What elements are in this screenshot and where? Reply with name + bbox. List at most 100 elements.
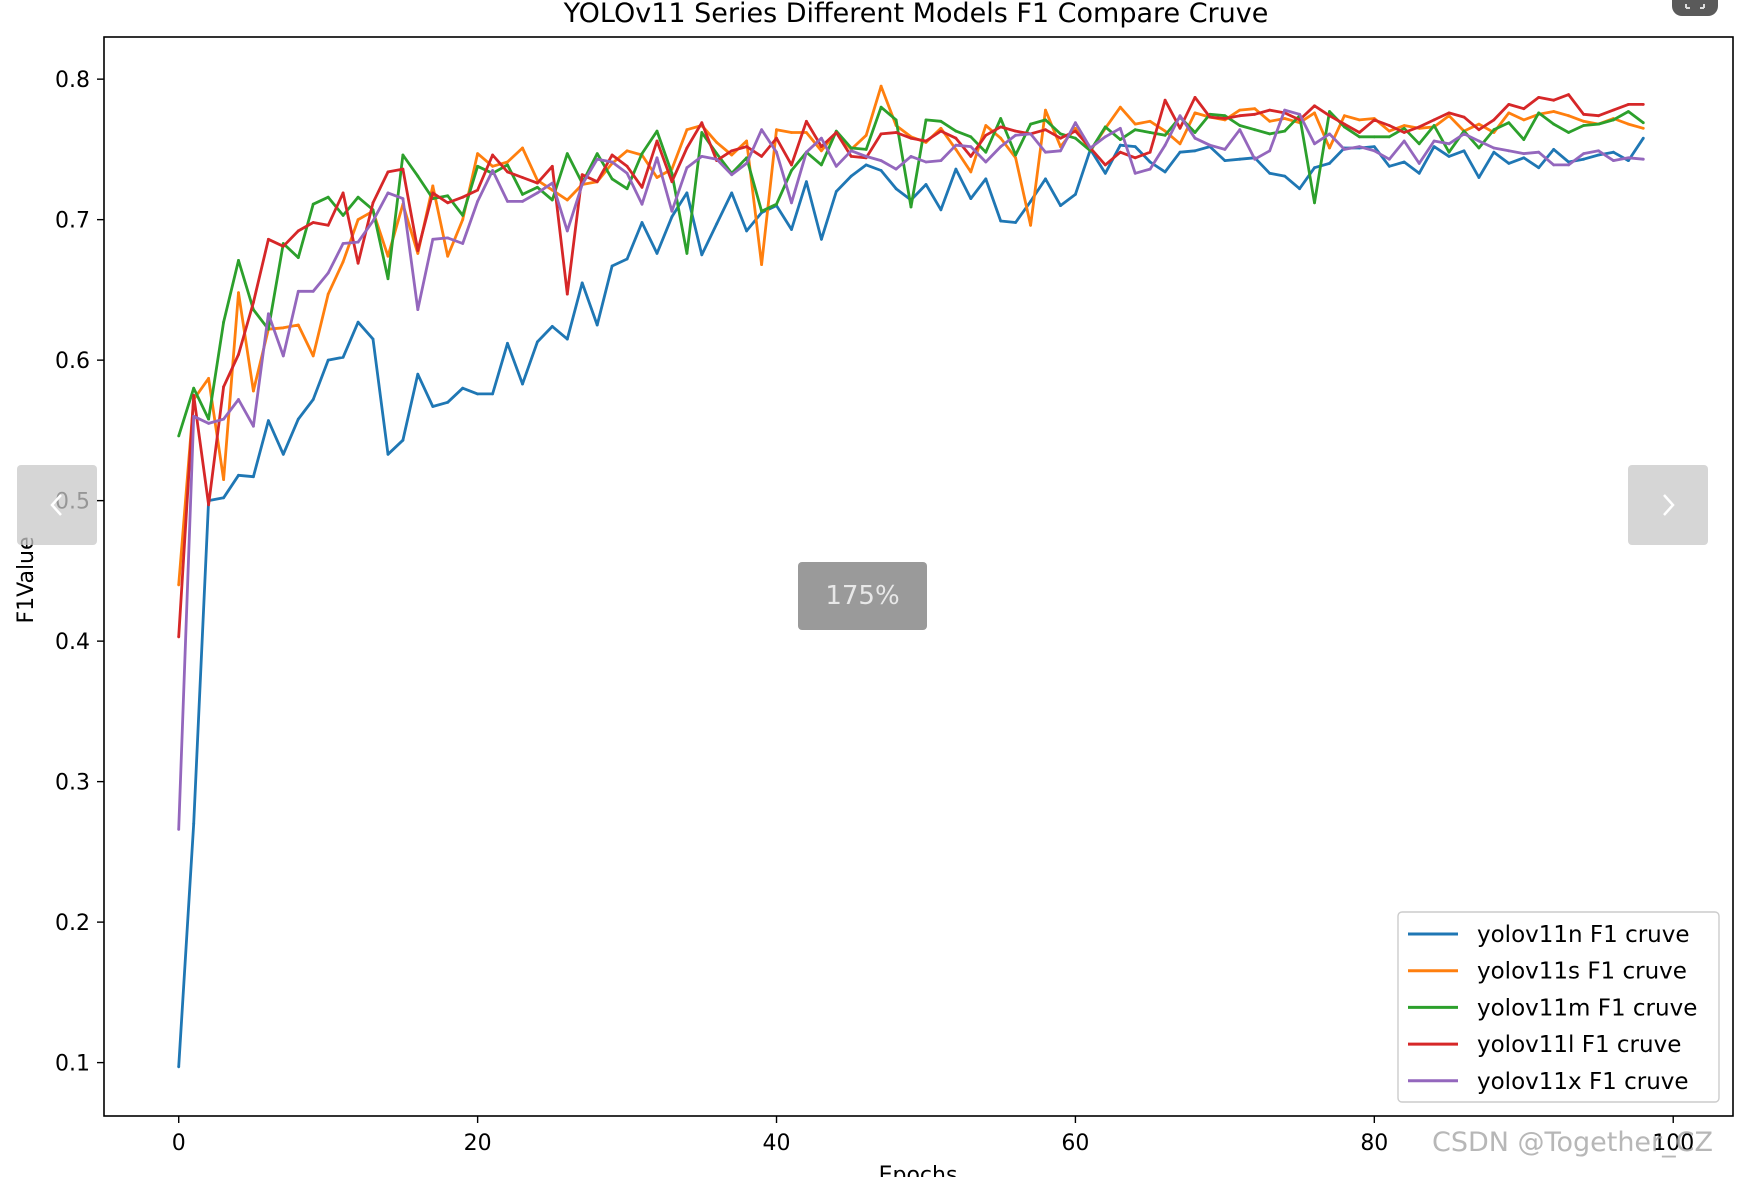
data-point: [775, 136, 778, 140]
data-point: [984, 177, 988, 181]
data-point: [745, 145, 748, 149]
data-point: [506, 160, 509, 164]
data-point: [491, 392, 494, 396]
legend-box: [1397, 911, 1720, 1103]
x-tick-label: 40: [763, 1131, 791, 1156]
data-point: [700, 121, 704, 125]
data-point: [1253, 112, 1257, 116]
data-point: [640, 185, 644, 189]
data-point: [1118, 150, 1122, 154]
data-point: [386, 452, 390, 456]
data-point: [416, 372, 420, 376]
data-point: [1178, 126, 1182, 130]
data-point: [760, 209, 763, 213]
data-point: [1014, 221, 1017, 224]
data-point: [281, 326, 285, 330]
data-point: [670, 171, 674, 175]
data-point: [1103, 171, 1107, 175]
data-point: [760, 128, 763, 132]
data-point: [625, 164, 629, 168]
data-point: [550, 198, 554, 202]
data-point: [1582, 112, 1585, 116]
data-point: [222, 385, 226, 389]
data-point: [1193, 131, 1197, 134]
data-point: [1328, 146, 1331, 150]
data-point: [1447, 142, 1451, 146]
data-point: [431, 237, 435, 241]
data-point: [565, 292, 569, 296]
data-point: [1492, 146, 1496, 150]
data-point: [326, 292, 330, 296]
data-point: [1238, 108, 1242, 112]
data-point: [939, 119, 943, 123]
data-point: [326, 358, 330, 362]
chart-title: YOLOv11 Series Different Models F1 Compa…: [563, 0, 1269, 29]
data-point: [311, 289, 315, 293]
data-point: [491, 153, 494, 157]
data-point: [849, 155, 853, 158]
data-point: [984, 133, 988, 137]
data-point: [565, 337, 569, 341]
y-tick-label: 0.1: [55, 1052, 90, 1077]
data-point: [1387, 129, 1391, 133]
y-tick-label: 0.3: [55, 771, 90, 796]
data-point: [1432, 145, 1436, 149]
data-point: [1477, 139, 1481, 143]
data-point: [1253, 157, 1257, 161]
data-point: [1313, 201, 1316, 205]
data-point: [924, 183, 928, 186]
x-tick-label: 60: [1061, 1131, 1089, 1156]
data-point: [924, 139, 928, 143]
data-point: [1044, 177, 1047, 181]
data-point: [834, 131, 838, 134]
data-point: [446, 236, 450, 240]
fullscreen-button[interactable]: [1672, 0, 1718, 16]
data-point: [1522, 118, 1526, 122]
data-point: [820, 163, 823, 167]
data-point: [326, 223, 330, 227]
data-point: [1029, 122, 1032, 126]
data-point: [595, 323, 599, 327]
data-point: [730, 173, 734, 177]
data-point: [1193, 149, 1197, 153]
legend: yolov11n F1 cruve yolov11s F1 cruve yolov1…: [1397, 911, 1720, 1103]
data-point: [521, 193, 524, 196]
data-point: [1193, 96, 1197, 99]
data-point: [1537, 111, 1541, 115]
data-point: [1268, 108, 1272, 112]
data-point: [1298, 118, 1301, 122]
data-point: [1612, 108, 1615, 112]
data-point: [550, 325, 554, 328]
data-point: [431, 405, 435, 408]
data-point: [864, 133, 868, 137]
data-point: [909, 155, 913, 158]
next-image-button[interactable]: [1628, 465, 1708, 545]
data-point: [1387, 124, 1391, 127]
data-point: [416, 252, 420, 255]
data-point: [341, 191, 345, 195]
data-point: [1133, 171, 1137, 175]
data-point: [939, 126, 943, 130]
data-point: [476, 152, 479, 156]
data-point: [954, 143, 958, 147]
previous-image-button[interactable]: [17, 465, 97, 545]
data-point: [1552, 148, 1556, 151]
data-point: [1328, 132, 1331, 136]
data-point: [1432, 139, 1436, 143]
data-point: [805, 150, 808, 154]
data-point: [1358, 135, 1361, 139]
data-point: [909, 136, 913, 140]
data-point: [1313, 166, 1316, 170]
data-point: [1372, 135, 1376, 139]
data-point: [237, 259, 240, 262]
data-point: [790, 228, 793, 231]
data-point: [655, 176, 659, 179]
data-point: [521, 382, 524, 386]
data-point: [207, 377, 211, 380]
data-point: [745, 229, 748, 233]
data-point: [1268, 171, 1272, 175]
data-point: [1208, 143, 1212, 147]
legend-label: yolov11s F1 cruve: [1477, 959, 1687, 985]
data-point: [805, 180, 808, 184]
